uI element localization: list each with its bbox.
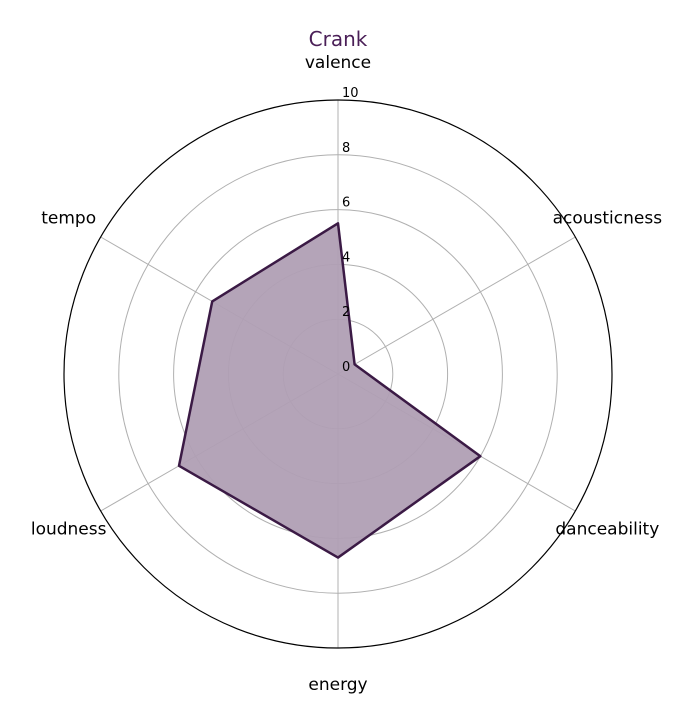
tick-label-4: 4 — [342, 250, 350, 265]
radial-ticks: 0 2 4 6 8 10 — [342, 86, 359, 375]
tick-label-10: 10 — [342, 86, 359, 101]
outer-frame — [63, 99, 613, 649]
axis-label-energy: energy — [308, 675, 367, 695]
tick-label-6: 6 — [342, 196, 350, 211]
spoke-acousticness — [337, 236, 576, 375]
data-area — [177, 222, 482, 559]
tick-label-8: 8 — [342, 141, 350, 156]
tick-label-2: 2 — [342, 305, 350, 320]
axis-label-valence: valence — [305, 53, 371, 73]
axis-labels: valence acousticness danceability energy lou… — [31, 53, 662, 695]
chart-title: Crank — [309, 27, 368, 51]
axis-label-acousticness: acousticness — [553, 209, 663, 229]
tick-label-0: 0 — [342, 360, 350, 375]
axis-label-tempo: tempo — [41, 209, 96, 229]
axis-label-danceability: danceability — [555, 520, 659, 540]
axis-label-loudness: loudness — [31, 520, 107, 540]
